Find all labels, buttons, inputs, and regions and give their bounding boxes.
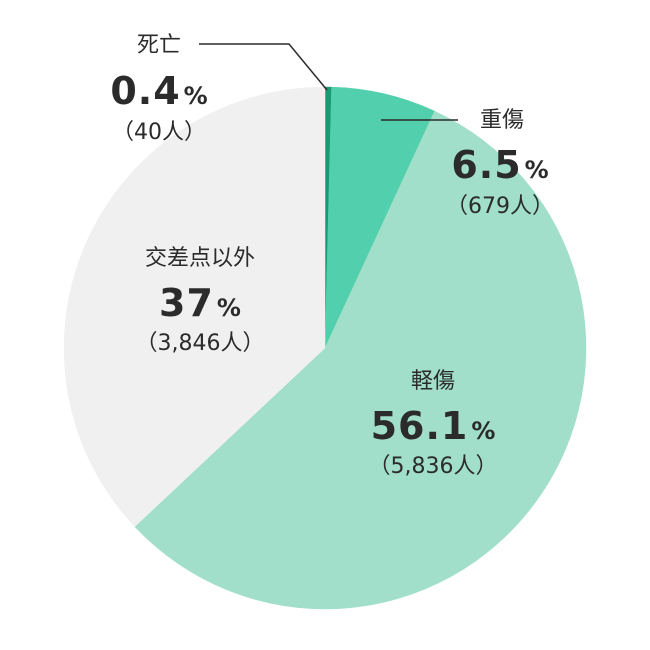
slice-label-keishou: 軽傷 bbox=[411, 369, 455, 394]
slice-count-shibou: （40人） bbox=[112, 120, 206, 145]
slice-percent-keishou: 56.1% bbox=[371, 404, 496, 448]
slice-percent-shibou: 0.4% bbox=[110, 69, 207, 113]
slice-percent-unit-juushou: % bbox=[525, 156, 549, 184]
slice-percent-unit-shibou: % bbox=[184, 82, 208, 110]
slice-percent-value-keishou: 56.1 bbox=[371, 404, 469, 448]
pie-slices bbox=[63, 86, 587, 610]
pie-slice-kousaten-igai bbox=[63, 86, 326, 528]
slice-percent-juushou: 6.5% bbox=[451, 143, 548, 187]
slice-count-kousaten-igai: （3,846人） bbox=[136, 331, 265, 356]
leader-line-shibou bbox=[199, 43, 328, 91]
slice-percent-value-juushou: 6.5 bbox=[451, 143, 521, 187]
pie-slice-keishou bbox=[134, 110, 587, 610]
slice-count-keishou: （5,836人） bbox=[369, 454, 498, 479]
slice-percent-value-kousaten-igai: 37 bbox=[159, 281, 214, 325]
slice-label-juushou: 重傷 bbox=[480, 108, 524, 133]
slice-percent-unit-kousaten-igai: % bbox=[217, 294, 241, 322]
slice-count-juushou: （679人） bbox=[446, 194, 554, 219]
slice-percent-unit-keishou: % bbox=[471, 417, 495, 445]
slice-percent-kousaten-igai: 37% bbox=[159, 281, 241, 325]
slice-label-kousaten-igai: 交差点以外 bbox=[145, 246, 255, 271]
slice-label-shibou: 死亡 bbox=[137, 33, 181, 58]
slice-percent-value-shibou: 0.4 bbox=[110, 69, 180, 113]
